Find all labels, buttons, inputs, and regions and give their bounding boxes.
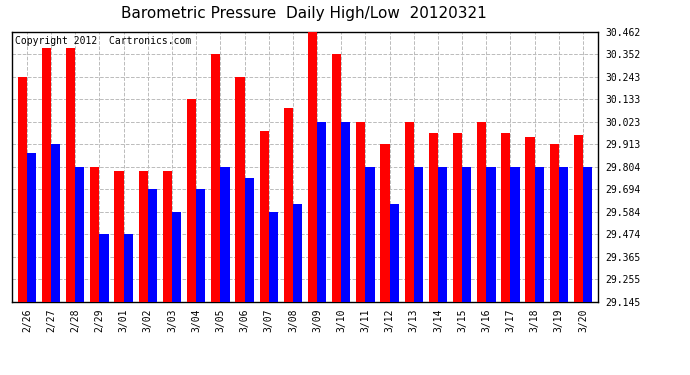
Bar xyxy=(356,122,366,302)
Bar xyxy=(99,234,108,302)
Bar xyxy=(211,54,220,302)
Bar xyxy=(115,171,124,302)
Bar xyxy=(574,135,583,302)
Bar xyxy=(453,133,462,302)
Bar xyxy=(27,153,36,302)
Bar xyxy=(462,167,471,302)
Bar xyxy=(414,167,423,302)
Bar xyxy=(332,54,342,302)
Bar xyxy=(268,212,278,302)
Text: Copyright 2012  Cartronics.com: Copyright 2012 Cartronics.com xyxy=(15,36,192,46)
Bar xyxy=(526,137,535,302)
Bar xyxy=(172,212,181,302)
Bar xyxy=(486,167,495,302)
Bar xyxy=(66,48,75,302)
Bar xyxy=(380,144,390,302)
Bar xyxy=(124,234,133,302)
Bar xyxy=(42,48,51,302)
Bar xyxy=(511,167,520,302)
Bar xyxy=(342,122,351,302)
Bar xyxy=(438,167,447,302)
Bar xyxy=(139,171,148,302)
Bar xyxy=(550,144,559,302)
Bar xyxy=(75,167,84,302)
Bar xyxy=(244,178,254,302)
Bar xyxy=(187,99,196,302)
Bar xyxy=(390,204,399,302)
Bar xyxy=(18,77,27,302)
Text: Barometric Pressure  Daily High/Low  20120321: Barometric Pressure Daily High/Low 20120… xyxy=(121,6,486,21)
Bar xyxy=(196,189,206,302)
Bar xyxy=(148,189,157,302)
Bar xyxy=(259,131,268,302)
Bar xyxy=(220,167,230,302)
Bar xyxy=(284,108,293,302)
Bar xyxy=(51,144,60,302)
Bar xyxy=(428,133,438,302)
Bar xyxy=(404,122,414,302)
Bar xyxy=(308,32,317,302)
Bar xyxy=(477,122,486,302)
Bar xyxy=(235,77,244,302)
Bar xyxy=(163,171,172,302)
Bar xyxy=(366,167,375,302)
Bar xyxy=(90,167,99,302)
Bar xyxy=(535,167,544,302)
Bar xyxy=(559,167,568,302)
Bar xyxy=(293,204,302,302)
Bar xyxy=(317,122,326,302)
Bar xyxy=(583,167,592,302)
Bar xyxy=(502,133,511,302)
